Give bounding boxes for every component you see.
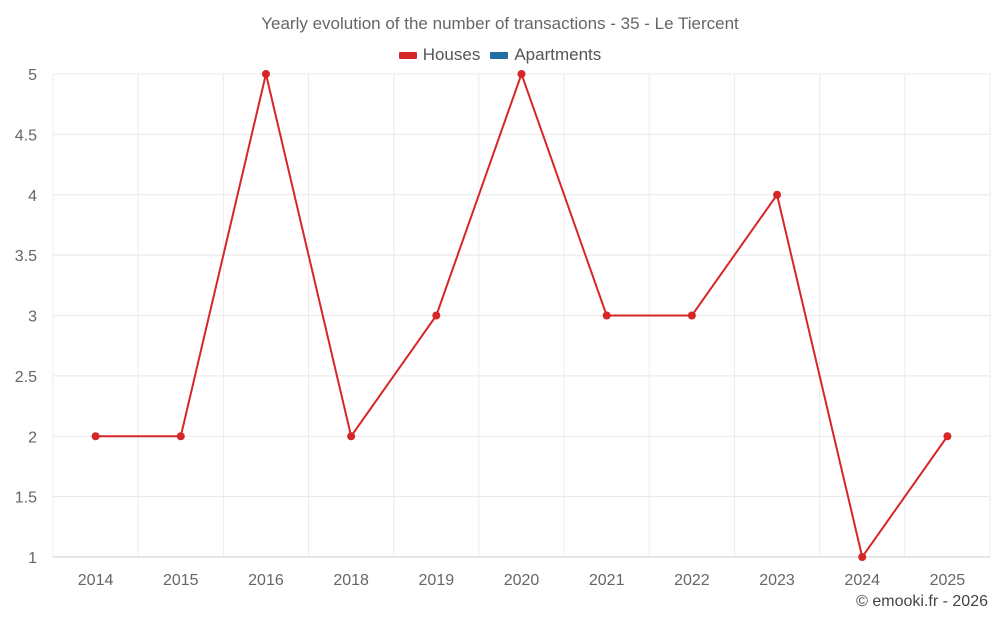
chart-title: Yearly evolution of the number of transa…	[261, 14, 739, 33]
data-point	[432, 311, 441, 320]
x-tick-label: 2021	[589, 572, 625, 589]
y-tick-label: 4	[28, 188, 37, 205]
chart-legend: Houses Apartments	[0, 45, 1000, 65]
data-point	[858, 553, 867, 561]
y-tick-label: 1	[28, 550, 37, 567]
y-tick-label: 5	[28, 67, 37, 84]
x-tick-label: 2022	[674, 572, 710, 589]
x-tick-label: 2020	[504, 572, 540, 589]
y-tick-label: 1.5	[15, 490, 37, 507]
x-tick-label: 2023	[759, 572, 795, 589]
x-tick-label: 2019	[419, 572, 455, 589]
data-point	[687, 311, 696, 320]
x-tick-label: 2015	[163, 572, 199, 589]
y-tick-label: 3	[28, 309, 37, 326]
x-tick-label: 2025	[930, 572, 966, 589]
y-tick-label: 4.5	[15, 127, 37, 144]
data-point	[517, 70, 526, 78]
legend-item-apartments[interactable]: Apartments	[490, 45, 601, 65]
data-point	[176, 432, 185, 441]
y-tick-label: 2.5	[15, 369, 37, 386]
data-point	[602, 311, 611, 320]
data-point	[91, 432, 100, 441]
legend-swatch-apartments	[490, 51, 509, 59]
x-tick-label: 2016	[248, 572, 284, 589]
x-tick-label: 2014	[78, 572, 114, 589]
data-point	[261, 70, 270, 78]
legend-swatch-houses	[398, 51, 417, 59]
data-point	[943, 432, 952, 441]
legend-item-houses[interactable]: Houses	[398, 45, 481, 65]
legend-label-apartments: Apartments	[514, 45, 602, 64]
x-tick-label: 2018	[333, 572, 369, 589]
y-tick-label: 3.5	[15, 248, 37, 265]
x-tick-label: 2024	[844, 572, 880, 589]
y-tick-label: 2	[28, 429, 37, 446]
credit-text: © emooki.fr - 2026	[856, 593, 988, 610]
data-point	[773, 190, 782, 199]
data-point	[347, 432, 356, 441]
legend-label-houses: Houses	[422, 45, 481, 64]
